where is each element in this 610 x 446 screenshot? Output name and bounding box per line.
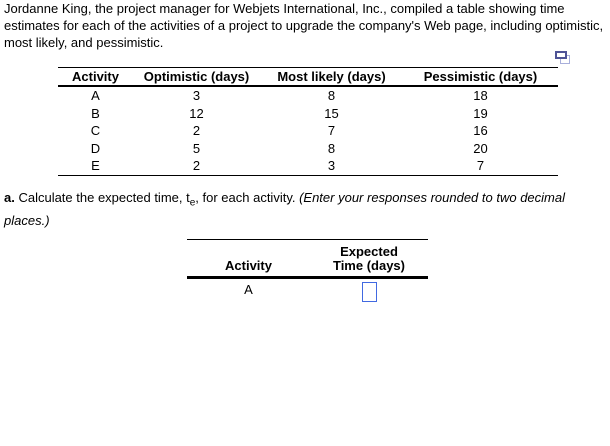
table-row: D 5 8 20 [58, 140, 558, 158]
cell-most-likely: 8 [327, 88, 336, 104]
column-header-activity: Activity [72, 69, 119, 84]
question-a-text: Calculate the expected time, t [14, 190, 190, 205]
table-row: C 2 7 16 [58, 122, 558, 140]
time-estimates-table: Activity Optimistic (days) Most likely (… [58, 67, 558, 176]
cell-optimistic: 5 [192, 140, 201, 156]
cell-optimistic: 2 [192, 158, 201, 174]
answer-cell-input [310, 278, 428, 310]
cell-most-likely: 3 [327, 158, 336, 174]
problem-statement: Jordanne King, the project manager for W… [4, 1, 604, 50]
answer-column-header-expected-time: Expected Time (days) [310, 240, 428, 278]
question-a-label: a. [4, 190, 15, 205]
expected-time-input-a[interactable] [361, 282, 377, 302]
t-e-subscript: e [189, 197, 196, 209]
cell-optimistic: 2 [192, 123, 201, 139]
expected-header-line2: Time (days) [332, 258, 405, 273]
cell-optimistic: 12 [189, 105, 204, 121]
column-header-most-likely: Most likely (days) [277, 69, 386, 84]
answer-cell-activity: A [244, 282, 253, 297]
cell-activity: A [91, 88, 100, 104]
cell-activity: C [90, 123, 101, 139]
answer-table: Activity Expected Time (days) A [187, 239, 428, 309]
cell-activity: B [91, 105, 100, 121]
answer-row-a: A [187, 278, 428, 310]
cell-pessimistic: 20 [473, 140, 488, 156]
expected-header-line1: Expected [340, 244, 398, 259]
answer-column-header-activity: Activity [225, 258, 272, 273]
cell-most-likely: 7 [327, 123, 336, 139]
cell-most-likely: 15 [324, 105, 339, 121]
question-a: a. Calculate the expected time, te, for … [4, 189, 610, 229]
column-header-pessimistic: Pessimistic (days) [423, 69, 538, 84]
cell-optimistic: 3 [192, 88, 201, 104]
cell-pessimistic: 19 [473, 105, 488, 121]
popout-icon[interactable] [555, 51, 573, 67]
question-a-text-cont: , for each activity. [195, 190, 300, 205]
answer-header-row: Activity Expected Time (days) [187, 240, 428, 278]
cell-most-likely: 8 [327, 140, 336, 156]
popout-front-rect [555, 51, 567, 59]
cell-pessimistic: 18 [473, 88, 488, 104]
table-row: B 12 15 19 [58, 105, 558, 123]
cell-activity: D [90, 140, 101, 156]
column-header-optimistic: Optimistic (days) [143, 69, 250, 84]
cell-pessimistic: 16 [473, 123, 488, 139]
table-row: A 3 8 18 [58, 86, 558, 105]
estimates-header-row: Activity Optimistic (days) Most likely (… [58, 68, 558, 86]
cell-pessimistic: 7 [476, 158, 485, 174]
table-row: E 2 3 7 [58, 157, 558, 175]
cell-activity: E [91, 158, 100, 174]
question-a-note: (Enter your responses rounded to two dec… [4, 190, 565, 228]
